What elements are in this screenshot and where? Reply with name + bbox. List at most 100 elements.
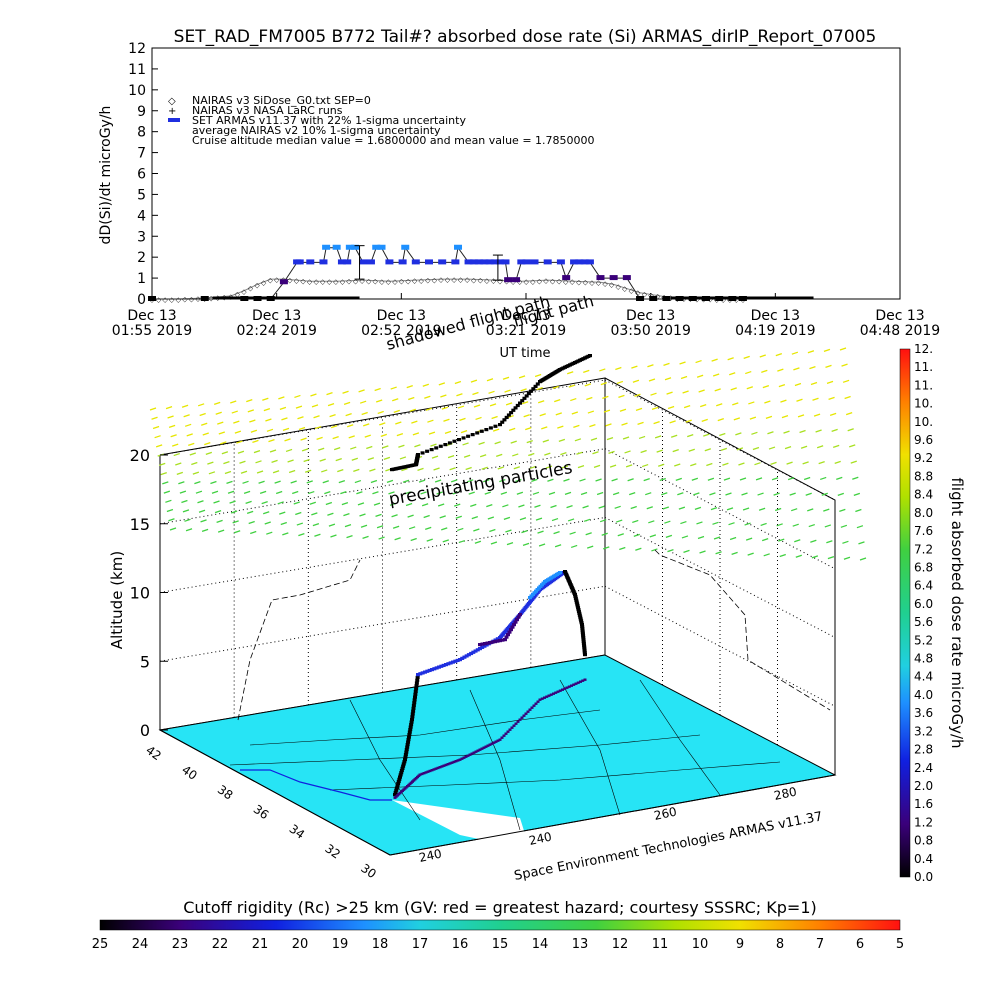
precip-dash	[279, 511, 286, 515]
precip-dash	[506, 542, 514, 546]
precip-dash	[310, 393, 317, 397]
flight-path-point	[461, 436, 466, 440]
precip-dash	[489, 403, 497, 407]
flight-path-point	[511, 408, 516, 412]
precip-dash	[309, 501, 317, 505]
armas-point	[636, 296, 645, 301]
shadow-track-point	[484, 745, 488, 748]
precip-dash	[462, 442, 469, 446]
armas-point	[385, 259, 394, 265]
precip-dash	[525, 427, 532, 431]
nairas-point: ◇	[563, 278, 569, 286]
precip-dash	[317, 447, 325, 451]
flight-path-point	[425, 449, 430, 453]
flight-path-point	[447, 441, 452, 445]
flight-path-point	[409, 723, 414, 727]
colorbar-label: flight absorbed dose rate microGy/h	[948, 477, 966, 748]
precip-dash	[353, 468, 360, 473]
precip-dash	[262, 511, 270, 515]
precip-dash	[491, 415, 498, 420]
nairas-point: ◇	[622, 285, 628, 293]
precip-dash	[793, 367, 800, 371]
precip-dash	[293, 501, 300, 505]
shadow-track-point	[554, 691, 558, 694]
flight-path-point	[416, 453, 420, 457]
shadow-track-point	[454, 760, 458, 763]
flight-path-point	[404, 748, 409, 752]
precip-dash	[425, 407, 433, 411]
flight-path-point	[495, 639, 500, 643]
precip-dash	[849, 444, 856, 448]
precip-dash	[847, 428, 854, 432]
precip-dash	[732, 402, 739, 406]
shadow-track-point	[526, 710, 530, 713]
precip-dash	[393, 409, 400, 413]
precip-dash	[820, 476, 827, 481]
precip-dash	[367, 457, 375, 461]
precip-dash	[858, 541, 865, 545]
precip-dash	[622, 436, 630, 440]
armas-point	[424, 259, 433, 265]
precip-dash	[612, 491, 620, 496]
precip-dash	[282, 532, 289, 536]
cutoff-rigidity-title: Cutoff rigidity (Rc) >25 km (GV: red = g…	[183, 898, 817, 917]
flight-path-point	[407, 733, 412, 737]
y-tick-label: 5	[137, 187, 146, 203]
shadow-track-point	[522, 714, 526, 717]
precip-dash	[326, 392, 333, 396]
armas-point	[351, 244, 360, 250]
precip-dash	[160, 471, 167, 476]
precip-dash	[592, 451, 599, 455]
armas-point	[200, 296, 209, 301]
precip-dash	[751, 431, 758, 435]
precip-dash	[427, 419, 434, 423]
precip-dash	[664, 520, 671, 524]
flight-path-point	[439, 664, 444, 668]
latitude-tick-label: 36	[251, 802, 272, 822]
flight-path-point	[453, 659, 458, 663]
shadow-track-point	[450, 761, 454, 764]
precip-dash	[810, 381, 818, 386]
precip-dash	[165, 499, 172, 503]
flight-path-point	[498, 423, 502, 427]
precip-dash	[329, 414, 336, 418]
precip-dash	[694, 506, 702, 511]
precip-dash	[457, 405, 465, 409]
precip-dash	[171, 443, 179, 447]
shadow-track-point	[570, 684, 573, 687]
precip-dash	[466, 479, 474, 483]
armas-point	[464, 259, 473, 265]
precip-dash	[483, 479, 490, 483]
precip-dash	[321, 469, 328, 473]
altitude-tick-label: 10	[130, 584, 150, 603]
colorbar-tick-label: 2.8	[914, 743, 933, 757]
precip-dash	[696, 374, 704, 378]
shadow-track-point	[574, 682, 578, 685]
precip-dash	[265, 418, 272, 422]
map-border	[469, 689, 521, 831]
precip-dash	[537, 400, 545, 404]
map-border	[329, 761, 781, 791]
precip-dash	[154, 435, 161, 439]
precip-dash	[418, 479, 426, 483]
precip-dash	[205, 451, 213, 455]
cutoff-rigidity-gradient	[99, 919, 901, 931]
precip-dash	[341, 502, 349, 506]
precip-dash	[827, 555, 835, 560]
precip-dash	[215, 411, 222, 415]
colorbar-tick-label: 5.6	[914, 615, 933, 629]
shadow-track-point	[466, 754, 470, 757]
precip-dash	[523, 414, 530, 418]
shadow-track-point	[468, 753, 472, 756]
legend-marker: ◇	[168, 96, 176, 107]
flight-path-point	[411, 703, 416, 708]
armas-point	[372, 244, 381, 250]
precip-dash	[614, 505, 621, 509]
chart-title: SET_RAD_FM7005 B772 Tail#? absorbed dose…	[174, 27, 877, 47]
flight-path-point	[500, 420, 505, 424]
flight-path-point	[407, 730, 412, 734]
precip-dash	[845, 411, 853, 416]
precip-dash	[826, 540, 833, 544]
precip-dash	[357, 502, 365, 506]
